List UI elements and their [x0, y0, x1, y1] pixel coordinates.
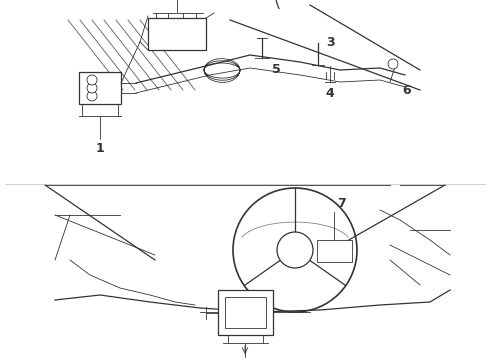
Text: 5: 5 — [272, 63, 281, 76]
Text: 2: 2 — [0, 359, 1, 360]
Bar — [79, 72, 121, 104]
Text: 8: 8 — [241, 359, 249, 360]
Circle shape — [388, 59, 398, 69]
Text: 7: 7 — [337, 197, 346, 210]
Text: 3: 3 — [326, 36, 335, 49]
Text: 6: 6 — [402, 84, 411, 97]
Circle shape — [277, 232, 313, 268]
Bar — [317, 240, 352, 262]
Circle shape — [87, 83, 97, 93]
Text: 4: 4 — [326, 87, 334, 100]
Circle shape — [87, 91, 97, 101]
Bar — [218, 290, 273, 335]
Bar — [0, 185, 490, 360]
Circle shape — [87, 75, 97, 85]
Bar — [225, 297, 266, 328]
Bar — [0, 0, 490, 185]
Text: 1: 1 — [96, 142, 104, 155]
Bar — [148, 18, 206, 50]
